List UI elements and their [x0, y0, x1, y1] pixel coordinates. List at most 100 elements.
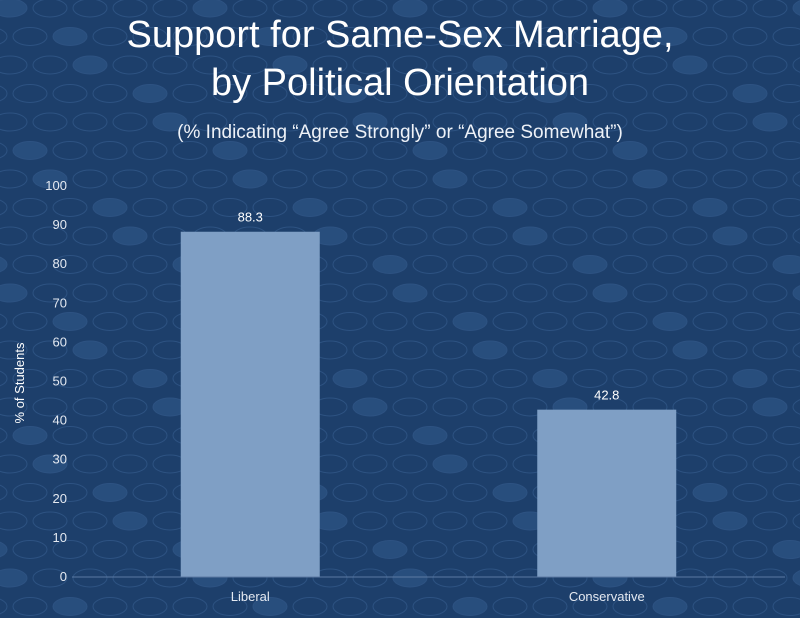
background-oval [752, 112, 788, 132]
background-oval [412, 198, 448, 217]
background-oval [492, 141, 528, 160]
background-oval [332, 198, 368, 217]
background-oval [572, 597, 608, 616]
data-label-liberal: 88.3 [238, 210, 263, 225]
bar-conservative [537, 409, 677, 577]
background-oval [132, 540, 168, 559]
background-oval [412, 84, 448, 103]
background-oval [652, 27, 688, 46]
chart-title-line-1: Support for Same-Sex Marriage, [126, 14, 674, 56]
background-oval [272, 55, 308, 75]
background-oval [672, 397, 708, 417]
background-oval [232, 169, 268, 189]
background-oval [512, 112, 548, 132]
background-oval [772, 426, 800, 445]
background-oval [52, 141, 88, 160]
background-oval [652, 198, 688, 217]
background-oval [392, 340, 428, 360]
background-oval [632, 226, 668, 246]
background-oval [452, 483, 488, 502]
background-oval [32, 283, 68, 303]
background-oval [212, 198, 248, 217]
background-oval [292, 27, 328, 46]
background-oval [612, 312, 648, 331]
background-oval [312, 169, 348, 189]
background-oval [772, 369, 800, 388]
background-oval [0, 226, 28, 246]
background-oval [12, 141, 48, 160]
background-oval [272, 169, 308, 189]
background-oval [252, 27, 288, 46]
background-oval [0, 454, 28, 474]
background-oval [52, 483, 88, 502]
background-oval [612, 198, 648, 217]
background-oval [372, 255, 408, 274]
background-oval [412, 540, 448, 559]
background-oval [712, 283, 748, 303]
background-oval [652, 312, 688, 331]
background-oval [332, 597, 368, 616]
background-oval [92, 483, 128, 502]
background-oval [192, 0, 228, 18]
background-oval [12, 597, 48, 616]
background-oval [0, 283, 28, 303]
background-oval [472, 112, 508, 132]
background-oval [412, 369, 448, 388]
background-oval [392, 169, 428, 189]
background-oval [752, 226, 788, 246]
background-oval [732, 27, 768, 46]
background-oval [112, 226, 148, 246]
background-oval [492, 198, 528, 217]
background-oval [592, 169, 628, 189]
background-oval [532, 84, 568, 103]
background-oval [432, 511, 468, 531]
background-oval [392, 0, 428, 18]
background-oval [352, 397, 388, 417]
y-tick-label: 10 [53, 530, 67, 545]
background-oval [0, 169, 28, 189]
background-oval [732, 141, 768, 160]
background-oval [332, 141, 368, 160]
background-oval [572, 27, 608, 46]
background-oval [92, 84, 128, 103]
background-oval [432, 112, 468, 132]
background-oval [732, 84, 768, 103]
background-oval [52, 540, 88, 559]
background-oval [672, 55, 708, 75]
background-oval [292, 141, 328, 160]
background-oval [452, 141, 488, 160]
background-oval [52, 369, 88, 388]
background-oval [452, 426, 488, 445]
background-oval [792, 228, 800, 244]
background-oval [752, 169, 788, 189]
background-oval [712, 169, 748, 189]
background-oval [192, 169, 228, 189]
background-oval [252, 84, 288, 103]
background-oval [12, 198, 48, 217]
y-tick-label: 0 [60, 569, 67, 584]
y-tick-label: 40 [53, 413, 67, 428]
background-oval [412, 597, 448, 616]
background-oval [572, 312, 608, 331]
background-oval [32, 226, 68, 246]
background-oval [32, 169, 68, 189]
background-oval [92, 312, 128, 331]
background-oval [592, 112, 628, 132]
background-oval [72, 55, 108, 75]
background-oval [492, 597, 528, 616]
bar-liberal [180, 231, 320, 577]
background-oval [692, 597, 728, 616]
y-tick-label: 90 [53, 217, 67, 232]
background-oval [632, 340, 668, 360]
background-oval [532, 27, 568, 46]
background-oval [572, 84, 608, 103]
background-oval [132, 426, 168, 445]
background-oval [692, 483, 728, 502]
x-tick-label-conservative: Conservative [569, 589, 645, 604]
background-oval [92, 540, 128, 559]
background-oval [0, 598, 8, 615]
background-oval [432, 454, 468, 474]
background-oval [552, 283, 588, 303]
y-tick-label: 50 [53, 374, 67, 389]
background-oval [472, 454, 508, 474]
